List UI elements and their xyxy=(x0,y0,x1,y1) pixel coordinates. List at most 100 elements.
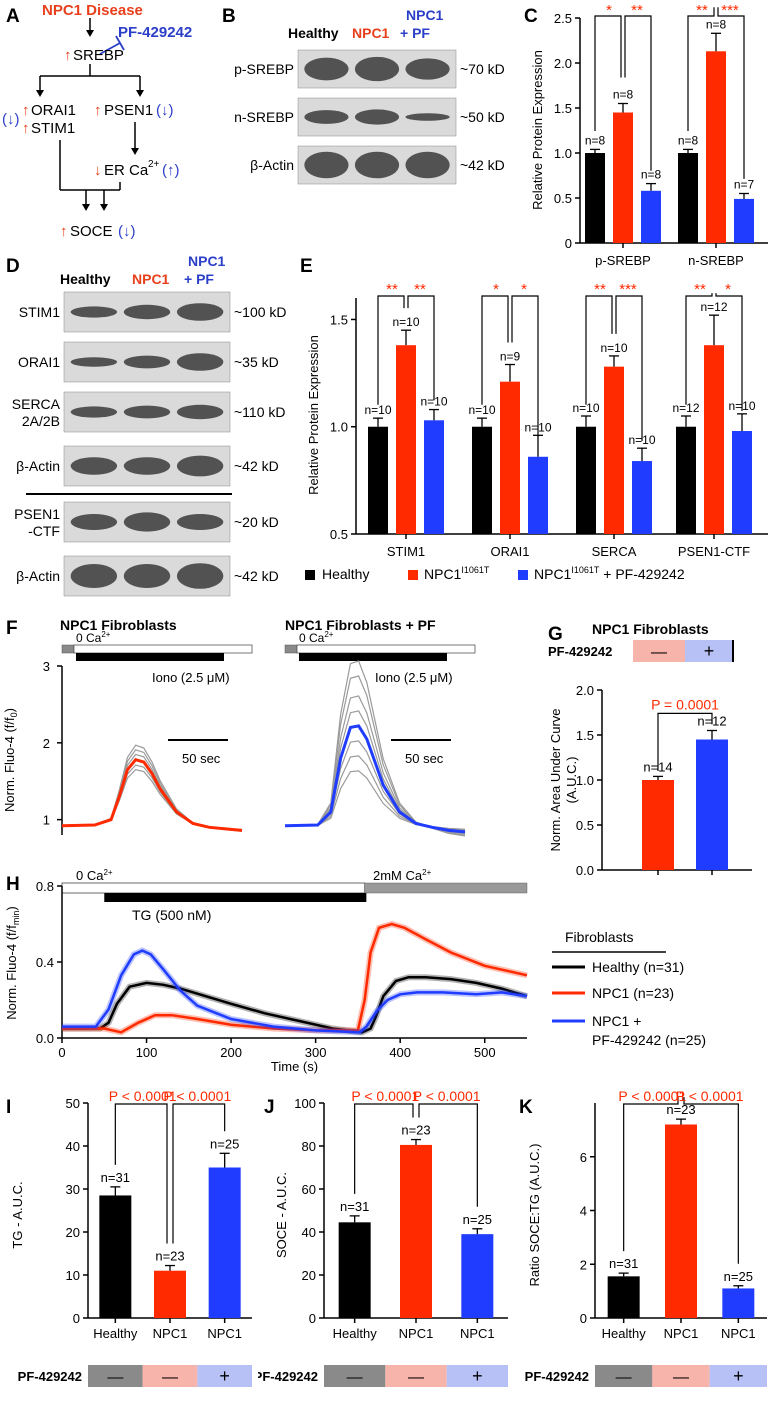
d-row-5-band xyxy=(176,563,224,589)
e-y-tick-label: 0.5 xyxy=(330,527,348,542)
f-right-iono-label: Iono (2.5 μM) xyxy=(375,670,453,685)
up-arrow-icon: ↑ xyxy=(22,102,30,119)
c-bar xyxy=(706,51,726,243)
h-x-tick-label: 100 xyxy=(136,1045,158,1060)
panel-letter-d: D xyxy=(6,256,20,277)
e-y-label: Relative Protein Expression xyxy=(306,335,321,495)
c-bar xyxy=(613,112,633,243)
d-healthy-header: Healthy xyxy=(60,271,111,287)
f-left-mean-trace xyxy=(61,758,243,832)
j-pvalue: P < 0.0001 xyxy=(413,1088,481,1104)
c-sig-bracket xyxy=(594,15,622,131)
b-row-2-label: β-Actin xyxy=(250,157,294,173)
e-bar xyxy=(632,461,652,534)
f-left-zero-ca-label: 0 Ca2+ xyxy=(76,630,111,645)
h-legend-npc1pf-2: PF-429242 (n=25) xyxy=(592,1032,706,1048)
g-y-tick-label: 0.5 xyxy=(576,818,594,833)
i-y-label: TG - A.U.C. xyxy=(10,1181,25,1248)
c-sig-bracket xyxy=(687,7,715,131)
arrowhead-icon xyxy=(82,204,90,211)
b-row-2-band xyxy=(354,151,400,179)
d-row-1-kd: ~35 kD xyxy=(234,354,279,370)
c-bar xyxy=(585,153,605,243)
npc1-disease-label: NPC1 Disease xyxy=(42,2,143,19)
c-y-tick-label: 1.5 xyxy=(554,101,572,116)
e-legend-npc1pf: NPC1I1061T + PF-429242 xyxy=(534,565,685,582)
d-row-4-band xyxy=(123,512,171,532)
b-row-1-kd: ~50 kD xyxy=(460,109,505,125)
panel-a-diagram: A NPC1 Disease PF-429242 ↑ SREBP (↓) ↑ O… xyxy=(2,2,192,240)
i-pf-cell xyxy=(197,1365,252,1387)
j-bar xyxy=(338,1222,371,1318)
b-row-0-label: p-SREBP xyxy=(234,61,294,77)
g-title: NPC1 Fibroblasts xyxy=(592,621,709,637)
panel-letter-b: B xyxy=(222,6,236,27)
panel-letter-j: J xyxy=(264,1097,275,1118)
up-arrow-icon: ↑ xyxy=(94,102,102,119)
j-pf-cell xyxy=(324,1365,386,1387)
e-n-label: n=10 xyxy=(420,395,447,409)
e-bar xyxy=(472,426,492,534)
i-pvalue: P < 0.0001 xyxy=(163,1088,231,1104)
panel-k-chart: K 0 2 4 6 Ratio SOCE:TG (A.U.C.) n=31 Healthy n… xyxy=(519,1088,767,1387)
j-y-tick-label: 100 xyxy=(294,1096,316,1111)
b-row-0-kd: ~70 kD xyxy=(460,61,505,77)
up-arrow-icon: ↑ xyxy=(60,223,68,240)
e-sig-bracket xyxy=(585,295,613,405)
g-plus-icon: + xyxy=(704,641,715,661)
f-right-title: NPC1 Fibroblasts + PF xyxy=(285,617,436,633)
g-y-tick-label: 0.0 xyxy=(576,863,594,878)
h-trace-mean xyxy=(62,949,528,1034)
b-npc1pf-header-1: NPC1 xyxy=(406,7,444,23)
panel-letter-e: E xyxy=(300,256,313,277)
f-y-tick-label: 3 xyxy=(43,659,50,674)
e-bar xyxy=(732,431,752,534)
b-row-2-band xyxy=(304,151,349,179)
c-y-tick-label: 0.5 xyxy=(554,191,572,206)
i-n-label: n=31 xyxy=(101,1170,130,1185)
k-y-tick-label: 6 xyxy=(580,1150,587,1165)
b-row-1-label: n-SREBP xyxy=(234,109,294,125)
k-pf-cell xyxy=(709,1365,767,1387)
d-row-1-band xyxy=(123,355,171,369)
i-x-label: Healthy xyxy=(93,1326,138,1341)
k-y-tick-label: 0 xyxy=(580,1311,587,1326)
arrowhead-icon xyxy=(36,90,44,97)
j-pf-symbol: — xyxy=(408,1369,424,1386)
i-sig-bracket xyxy=(172,1103,226,1244)
arrowhead-icon xyxy=(131,148,139,155)
panel-letter-i: I xyxy=(6,1097,11,1118)
b-row-2-kd: ~42 kD xyxy=(460,157,505,173)
d-row-4-band xyxy=(70,514,118,530)
er-ca-label: ER Ca xyxy=(104,162,149,179)
d-row-3-band xyxy=(70,457,118,475)
d-row-0-band xyxy=(70,306,118,318)
h-x-tick-label: 300 xyxy=(305,1045,327,1060)
c-n-label: n=8 xyxy=(706,17,727,31)
c-n-label: n=8 xyxy=(641,168,662,182)
panel-e-chart: E 0.5 1.0 1.5 Relative Protein Expression ST… xyxy=(300,256,768,582)
d-row-2-band xyxy=(123,405,171,419)
c-y-tick-label: 1.0 xyxy=(554,146,572,161)
e-legend-npc1: NPC1I1061T xyxy=(424,565,490,582)
pf429242-label: PF-429242 xyxy=(118,24,192,41)
d-row-3-band xyxy=(123,457,171,475)
c-sig-stars: *** xyxy=(721,2,739,19)
g-y-label-2: (A.U.C.) xyxy=(564,757,579,804)
b-row-2-band xyxy=(405,151,450,179)
d-row-5-kd: ~42 kD xyxy=(234,568,279,584)
up-blue-icon: (↑) xyxy=(162,162,180,179)
j-n-label: n=31 xyxy=(340,1199,369,1214)
j-x-label: NPC1 xyxy=(399,1326,434,1341)
k-y-label: Ratio SOCE:TG (A.U.C.) xyxy=(527,1143,542,1286)
e-legend-swatch-npc1 xyxy=(408,570,418,580)
k-x-label: Healthy xyxy=(602,1326,647,1341)
j-pvalue: P < 0.0001 xyxy=(351,1088,419,1104)
e-sig-bracket xyxy=(715,293,743,412)
g-pf-cell xyxy=(685,640,733,662)
e-legend-swatch-healthy xyxy=(305,570,315,580)
e-legend-swatch-npc1pf xyxy=(518,570,528,580)
i-pf-label: PF-429242 xyxy=(18,1369,82,1384)
j-y-tick-label: 80 xyxy=(302,1139,316,1154)
e-sig-bracket xyxy=(685,293,713,405)
